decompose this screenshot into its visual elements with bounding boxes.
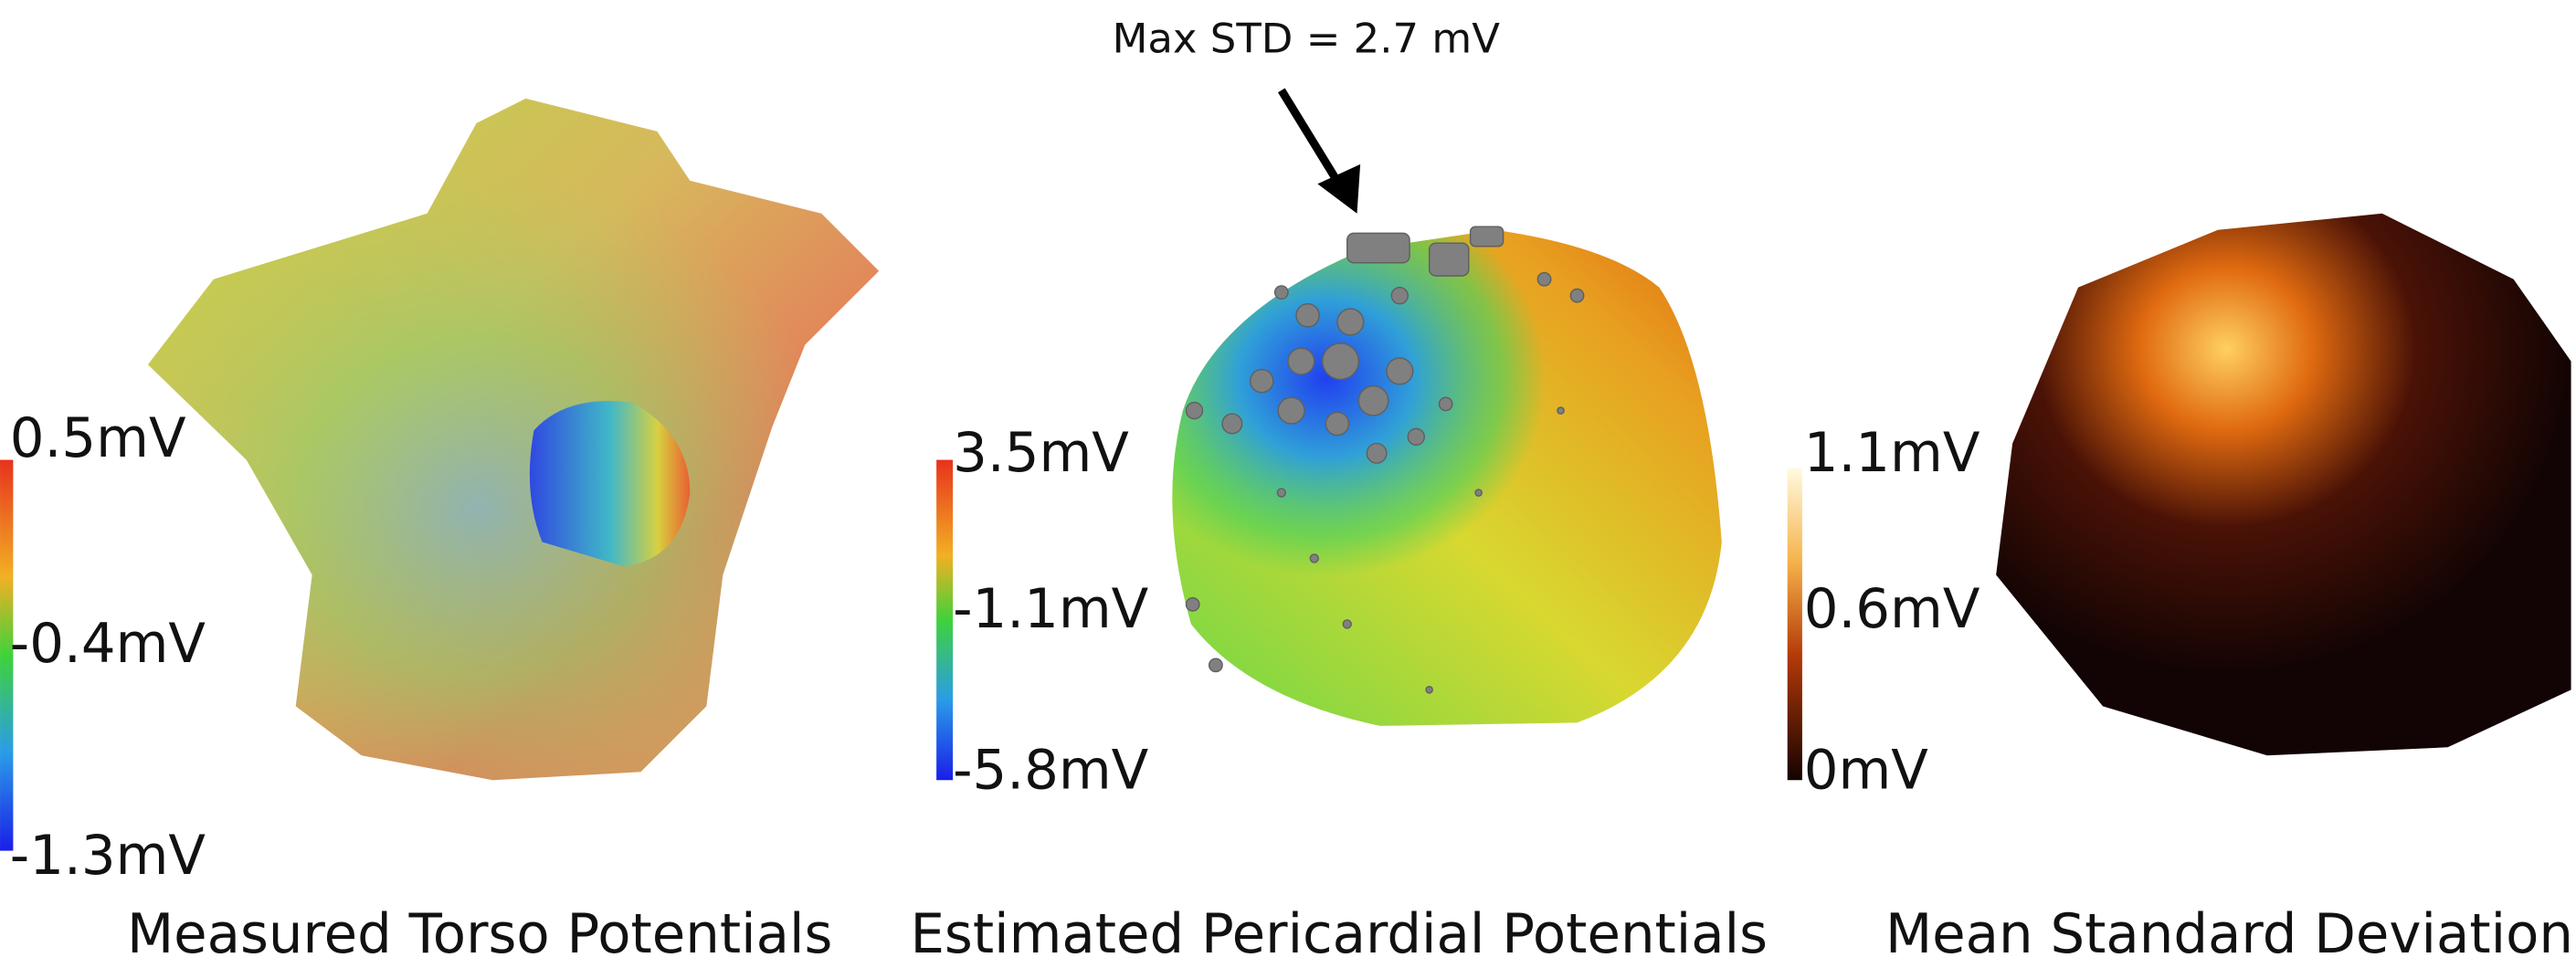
- colorbar-max: 3.5mV: [953, 421, 1129, 484]
- arrow-shaft: [1277, 88, 1343, 186]
- colorbar: [0, 459, 14, 851]
- colorbar: [936, 459, 954, 781]
- colorbar-max: 1.1mV: [1804, 421, 1980, 484]
- colorbar-min: -1.3mV: [10, 824, 206, 887]
- colorbar-max: 0.5mV: [10, 406, 186, 469]
- pericardium-shade: [1172, 229, 1722, 726]
- annotation: Max STD = 2.7 mV: [1113, 15, 1501, 63]
- panel-title: Measured Torso Potentials: [127, 902, 832, 965]
- colorbar: [1787, 468, 1802, 781]
- std-surface: [1996, 213, 2571, 756]
- panel-title: Estimated Pericardial Potentials: [910, 902, 1768, 965]
- colorbar-mid: -0.4mV: [10, 612, 206, 675]
- colorbar-mid: -1.1mV: [953, 577, 1149, 640]
- std-markers: [1185, 226, 1585, 694]
- arrow-head: [1317, 163, 1361, 214]
- colorbar-min: 0mV: [1804, 738, 1929, 801]
- colorbar-min: -5.8mV: [953, 738, 1149, 801]
- heart: [529, 400, 691, 567]
- colorbar-mid: 0.6mV: [1804, 577, 1980, 640]
- panel-title: Mean Standard Deviation: [1885, 902, 2573, 965]
- torso-shade: [147, 98, 880, 781]
